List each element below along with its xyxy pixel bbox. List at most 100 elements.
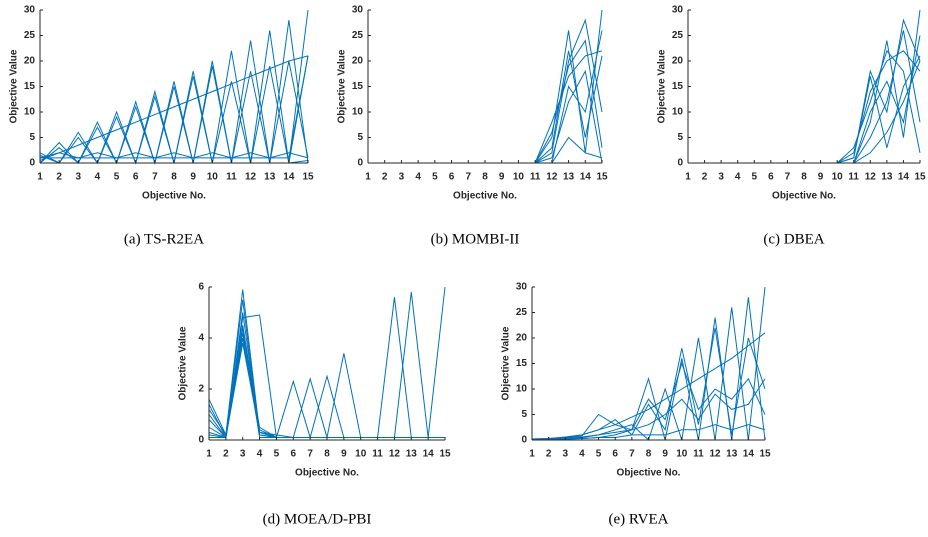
series-line [688,60,921,164]
x-axis-label: Objective No. [772,191,836,202]
y-tick-label: 0 [521,435,527,446]
x-tick-label: 11 [372,449,383,460]
y-tick-label: 10 [516,384,528,395]
x-tick-label: 6 [612,449,618,460]
x-tick-label: 11 [530,172,541,183]
y-tick-label: 0 [29,158,35,169]
x-tick-label: 1 [685,172,691,183]
y-tick-label: 6 [198,282,204,293]
x-tick-label: 12 [865,172,877,183]
y-tick-label: 30 [516,282,528,293]
y-axis-label: Objective Value [178,326,189,400]
x-tick-label: 1 [37,172,43,183]
x-tick-label: 1 [365,172,371,183]
x-tick-label: 3 [718,172,724,183]
x-tick-label: 11 [693,449,704,460]
y-tick-label: 30 [672,5,684,16]
x-tick-label: 6 [133,172,139,183]
series-line [532,424,766,440]
y-tick-label: 25 [672,30,684,41]
y-tick-label: 0 [357,158,363,169]
series-line [532,286,766,441]
y-tick-label: 30 [352,5,364,16]
x-tick-label: 15 [914,172,926,183]
y-axis-label: Objective Value [657,49,668,123]
y-tick-label: 0 [198,435,204,446]
x-tick-label: 3 [563,449,569,460]
caption: (e) RVEA [608,511,668,527]
y-tick-label: 25 [24,30,36,41]
series-line [531,327,766,440]
x-tick-label: 2 [702,172,708,183]
y-tick-label: 15 [352,81,364,92]
y-tick-label: 10 [672,107,684,118]
x-tick-label: 8 [324,449,330,460]
series-line [39,55,309,161]
x-tick-label: 9 [818,172,824,183]
x-tick-label: 10 [207,172,219,183]
series-line [688,55,921,164]
x-tick-label: 8 [482,172,488,183]
y-tick-label: 10 [24,107,36,118]
series-line [39,152,309,159]
x-tick-label: 1 [529,449,535,460]
x-tick-label: 6 [449,172,455,183]
series-line [39,60,309,165]
x-tick-label: 10 [355,449,367,460]
series-line [368,136,603,164]
series-line [532,378,766,440]
x-tick-label: 8 [646,449,652,460]
x-tick-label: 4 [735,172,741,183]
x-tick-label: 9 [499,172,505,183]
x-tick-label: 8 [801,172,807,183]
series-line [368,30,603,164]
x-tick-label: 15 [439,449,451,460]
x-tick-label: 10 [513,172,525,183]
x-tick-label: 3 [76,172,82,183]
x-tick-label: 7 [466,172,472,183]
x-tick-label: 3 [399,172,405,183]
x-tick-label: 9 [341,449,347,460]
x-tick-label: 5 [752,172,758,183]
y-tick-label: 2 [198,384,204,395]
x-tick-label: 11 [848,172,859,183]
y-tick-label: 5 [521,409,527,420]
x-tick-label: 7 [629,449,635,460]
x-tick-label: 4 [415,172,421,183]
x-tick-label: 13 [563,172,575,183]
x-tick-label: 6 [768,172,774,183]
y-axis-label: Objective Value [9,49,20,123]
x-tick-label: 2 [56,172,62,183]
caption: (d) MOEA/D-PBI [263,511,372,527]
y-tick-label: 4 [198,333,204,344]
x-tick-label: 5 [596,449,602,460]
x-tick-label: 3 [240,449,246,460]
y-tick-label: 15 [516,358,528,369]
x-tick-label: 2 [546,449,552,460]
x-tick-label: 4 [579,449,585,460]
y-tick-label: 15 [672,81,684,92]
x-tick-label: 15 [759,449,771,460]
x-tick-label: 15 [302,172,314,183]
y-tick-label: 20 [672,56,684,67]
y-tick-label: 25 [352,30,364,41]
x-tick-label: 4 [257,449,263,460]
x-tick-label: 10 [832,172,844,183]
x-tick-label: 7 [152,172,158,183]
x-tick-label: 6 [291,449,297,460]
x-tick-label: 12 [546,172,558,183]
x-tick-label: 1 [206,449,212,460]
y-tick-label: 0 [677,158,683,169]
x-axis-label: Objective No. [453,191,517,202]
y-tick-label: 30 [24,5,36,16]
x-tick-label: 8 [171,172,177,183]
y-tick-label: 15 [24,81,36,92]
y-tick-label: 5 [357,132,363,143]
x-tick-label: 9 [190,172,196,183]
x-tick-label: 5 [274,449,280,460]
x-tick-label: 2 [382,172,388,183]
x-tick-label: 12 [710,449,722,460]
series-line [208,299,445,438]
x-tick-label: 14 [743,449,755,460]
